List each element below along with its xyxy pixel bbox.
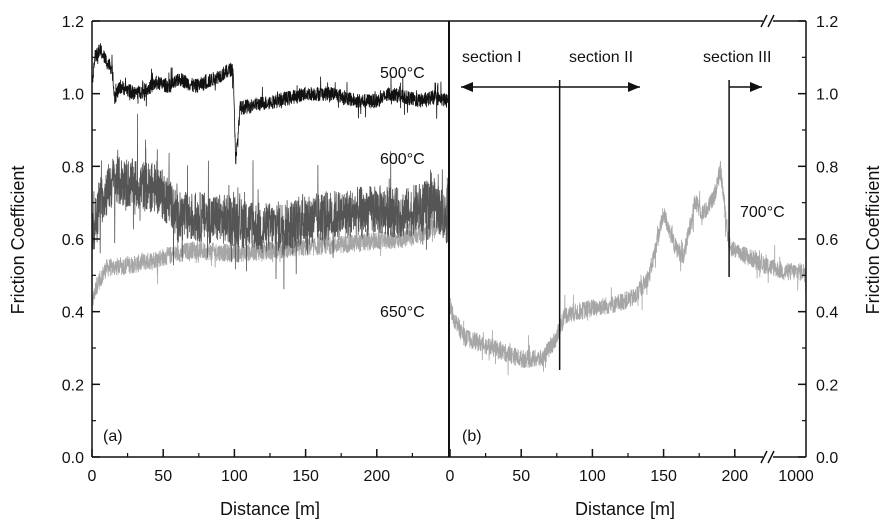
y-tick-label-left: 0.4 <box>62 305 84 322</box>
series-label-650c: 650°C <box>380 304 425 321</box>
x-tick-label-b: 50 <box>512 468 530 485</box>
series-line-650c <box>91 202 449 308</box>
panel-b-series-layer <box>449 161 807 376</box>
axis-break-mark <box>767 450 775 464</box>
section-i-label: section I <box>462 49 522 66</box>
panel-label-b: (b) <box>462 428 482 445</box>
y-tick-label-left: 0.0 <box>62 450 84 467</box>
x-tick-label-break-end: 1000 <box>778 468 814 485</box>
y-tick-label-right: 0.2 <box>816 377 838 394</box>
panel-label-a: (a) <box>103 428 123 445</box>
y-tick-label-left: 1.2 <box>62 14 84 31</box>
y-tick-label-right: 0.8 <box>816 159 838 176</box>
y-tick-label-left: 1.0 <box>62 87 84 104</box>
series-label-600c: 600°C <box>380 151 425 168</box>
section-ii-label: section II <box>569 49 633 66</box>
arrow-sections-i-ii-head <box>628 82 640 92</box>
panel-a-series-layer <box>91 43 449 308</box>
series-label-700c: 700°C <box>740 204 785 221</box>
arrow-sections-i-ii-tail-head <box>461 82 473 92</box>
y-tick-label-right: 0.0 <box>816 450 838 467</box>
section-iii-label: section III <box>703 49 771 66</box>
x-tick-label-b: 100 <box>579 468 606 485</box>
y-tick-label-left: 0.2 <box>62 377 84 394</box>
axis-break-mark <box>767 14 775 28</box>
x-tick-label-a: 200 <box>363 468 390 485</box>
y-tick-label-left: 0.8 <box>62 159 84 176</box>
axes-layer: 0.0 0.0 0.2 0.2 0.4 0.4 0.6 0.6 0.8 0.8 1.0 1.0 1.2 1… <box>62 14 839 485</box>
x-axis-title-a: Distance [m] <box>220 499 320 519</box>
y-tick-label-right: 0.6 <box>816 232 838 249</box>
y-tick-label-right: 1.2 <box>816 14 838 31</box>
axis-break-mark <box>760 450 768 464</box>
series-label-500c: 500°C <box>380 65 425 82</box>
y-axis-title-right: Friction Coefficient <box>863 166 883 315</box>
x-tick-label-a: 0 <box>88 468 97 485</box>
y-tick-label-left: 0.6 <box>62 232 84 249</box>
y-tick-label-right: 1.0 <box>816 87 838 104</box>
x-tick-label-b: 0 <box>446 468 455 485</box>
x-tick-label-a: 100 <box>221 468 248 485</box>
x-axis-title-b: Distance [m] <box>575 499 675 519</box>
x-tick-label-a: 50 <box>154 468 172 485</box>
series-line-500c <box>91 43 449 165</box>
y-axis-title-left: Friction Coefficient <box>8 166 28 315</box>
x-tick-label-b: 150 <box>650 468 677 485</box>
axis-break-mark <box>760 14 768 28</box>
series-line-700c <box>449 161 807 376</box>
arrow-section-iii-head <box>750 82 762 92</box>
x-tick-label-b: 200 <box>721 468 748 485</box>
y-tick-label-right: 0.4 <box>816 305 838 322</box>
series-line-600c <box>91 113 449 290</box>
x-tick-label-a: 150 <box>292 468 319 485</box>
